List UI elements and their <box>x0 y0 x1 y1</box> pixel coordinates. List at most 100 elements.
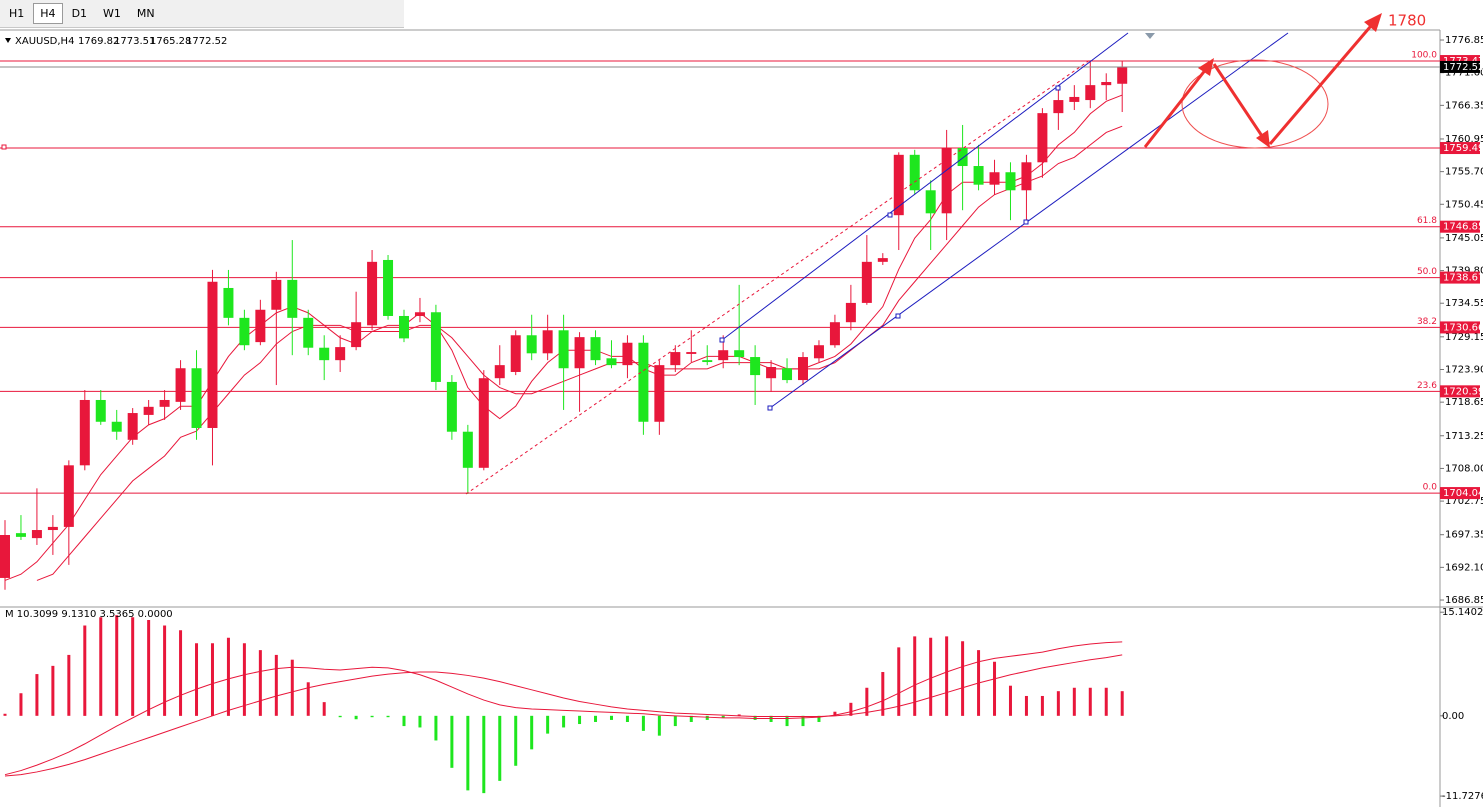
candle-body <box>271 279 282 310</box>
candle-body <box>335 347 346 361</box>
candle-body <box>925 190 936 214</box>
candle-body <box>1069 96 1080 102</box>
candle-body <box>95 399 106 422</box>
y-tick-label: 1692.10 <box>1445 562 1483 573</box>
anchor <box>1023 219 1029 225</box>
candle-body <box>845 302 856 323</box>
y-tick-label: 1723.90 <box>1445 364 1483 375</box>
y-tick-label: 1697.35 <box>1445 530 1483 541</box>
y-tick-label: 1766.35 <box>1445 100 1483 111</box>
candle-body <box>430 312 441 382</box>
candle-body <box>941 147 952 214</box>
candle-body <box>590 337 601 361</box>
candle-body <box>574 337 585 369</box>
timeframe-button[interactable]: D1 <box>71 7 88 20</box>
signal-line <box>4 641 1123 776</box>
price-box-label: 1746.85 <box>1443 222 1483 233</box>
annotation: 1780 <box>1388 12 1426 30</box>
candle-body <box>957 147 968 167</box>
candle-body <box>1117 66 1128 84</box>
candle-body <box>159 399 170 407</box>
signal-line <box>4 654 1123 777</box>
price-box <box>1440 271 1480 284</box>
candle-body <box>1037 113 1048 163</box>
ohlc-value: 1773.51 <box>114 36 155 47</box>
candle-body <box>127 413 138 440</box>
candle-body <box>558 330 569 369</box>
anchor <box>887 212 893 218</box>
timeframe-button[interactable]: H1 <box>9 7 25 20</box>
arrow-head <box>1256 130 1270 148</box>
arrow-head <box>1198 58 1214 76</box>
candle-body <box>734 350 745 358</box>
fib-label: 61.8 <box>1417 216 1437 226</box>
candle-body <box>143 406 154 415</box>
y-tick-label: 1718.65 <box>1445 397 1483 408</box>
candle-body <box>638 342 649 422</box>
price-box-label: 1759.49 <box>1443 143 1483 154</box>
arrow-head <box>1364 13 1382 32</box>
price-box <box>1440 385 1480 398</box>
y-tick-label: 1771.60 <box>1445 68 1483 79</box>
candle-body <box>1021 162 1032 191</box>
candle-body <box>63 465 74 527</box>
candle-body <box>893 154 904 216</box>
current-price-label: 1772.52 <box>1443 62 1483 73</box>
price-box <box>1440 220 1480 233</box>
y-tick-label: 1702.75 <box>1445 496 1483 507</box>
candle-body <box>367 261 378 326</box>
candle-body <box>622 342 633 366</box>
candle-body <box>239 317 250 346</box>
candle-body <box>478 378 489 468</box>
candle-body <box>31 530 42 539</box>
arrow <box>1268 19 1378 145</box>
candle-body <box>1005 172 1016 191</box>
y-tick-label: 1750.45 <box>1445 199 1483 210</box>
candle-body <box>414 312 425 316</box>
shift-marker <box>1145 33 1155 39</box>
price-box-label: 1704.04 <box>1443 488 1483 499</box>
trendline <box>465 59 1091 495</box>
y-tick-label: 0.00 <box>1442 711 1464 722</box>
anchor <box>1 144 7 150</box>
candle-body <box>399 315 409 339</box>
candle-body <box>829 322 840 346</box>
fib-label: 0.0 <box>1423 483 1438 493</box>
candle-body <box>606 358 617 366</box>
candle-body <box>175 368 186 402</box>
candle-body <box>877 258 888 262</box>
candle-body <box>494 365 505 379</box>
timeframe-button[interactable]: W1 <box>103 7 121 20</box>
candle-body <box>351 322 362 348</box>
symbol: XAUUSD,H4 <box>15 36 74 47</box>
candle-body <box>223 287 234 318</box>
ellipse <box>1181 59 1329 149</box>
price-box-label: 1738.67 <box>1443 273 1483 284</box>
candle-body <box>446 381 457 432</box>
candle-body <box>973 166 984 185</box>
price-box <box>1440 142 1480 155</box>
ohlc-value: 1765.28 <box>150 36 191 47</box>
timeframe-button[interactable]: H4 <box>33 3 63 24</box>
candle-body <box>782 368 793 381</box>
arrow <box>1212 63 1268 143</box>
anchor <box>895 313 901 319</box>
y-tick-label: 1755.70 <box>1445 167 1483 178</box>
timeframe-button[interactable]: MN <box>136 7 155 20</box>
candle-body <box>111 421 122 432</box>
candle-body <box>510 335 521 372</box>
y-tick-label: 15.1402 <box>1442 607 1483 618</box>
candle-body <box>462 431 473 468</box>
candle-body <box>1053 100 1064 114</box>
candle-body <box>303 317 314 348</box>
y-tick-label: -11.7276 <box>1442 791 1483 802</box>
fib-label: 23.6 <box>1417 381 1437 391</box>
candle-body <box>718 350 729 361</box>
candle-body <box>989 172 1000 185</box>
price-box <box>1440 321 1480 334</box>
candle-body <box>670 352 681 366</box>
y-tick-label: 1686.85 <box>1445 595 1483 606</box>
anchor <box>1055 85 1061 91</box>
